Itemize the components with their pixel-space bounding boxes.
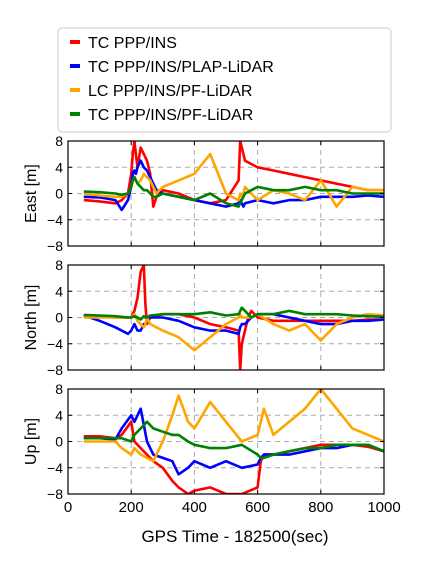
y-tick-label: 4: [55, 159, 63, 175]
x-tick-label: 400: [182, 499, 207, 516]
y-tick-label: 8: [55, 133, 63, 149]
subplots: 8 4 0 −4 −8 East [m] 8 4 0 −4 −8 North [m] 8 4 0 −4 −8 Up…: [23, 133, 401, 516]
x-tick-label: 600: [245, 499, 270, 516]
legend-entry: LC PPP/INS/PF-LiDAR: [88, 83, 252, 100]
subplot: 8 4 0 −4 −8 East [m]: [23, 133, 385, 254]
y-axis-label: Up [m]: [23, 418, 40, 465]
x-axis-label: GPS Time - 182500(sec): [141, 527, 328, 546]
series-line: [83, 407, 384, 476]
x-tick-label: 1000: [367, 499, 400, 516]
y-axis-label: East [m]: [23, 164, 40, 223]
legend-entry: TC PPP/INS: [88, 35, 177, 52]
y-tick-label: 8: [55, 257, 63, 273]
series-group: [83, 265, 384, 370]
y-tick-label: −4: [47, 460, 63, 476]
y-tick-label: −8: [47, 486, 63, 502]
x-tick-label: 200: [119, 499, 144, 516]
y-tick-label: −4: [47, 212, 63, 228]
legend-entry: TC PPP/INS/PF-LiDAR: [88, 107, 253, 124]
y-tick-label: −8: [47, 362, 63, 378]
series-group: [83, 389, 384, 494]
series-line: [83, 420, 384, 460]
legend-entry: TC PPP/INS/PLAP-LiDAR: [88, 59, 274, 76]
y-tick-label: 0: [55, 434, 63, 450]
y-tick-label: 0: [55, 310, 63, 326]
y-axis-label: North [m]: [23, 285, 40, 351]
y-tick-label: 8: [55, 381, 63, 397]
y-tick-label: 4: [55, 407, 63, 423]
series-group: [83, 141, 384, 212]
series-line: [83, 420, 384, 494]
legend: TC PPP/INS TC PPP/INS/PLAP-LiDAR LC PPP/IN…: [57, 27, 392, 133]
y-tick-label: −4: [47, 336, 63, 352]
subplot: 8 4 0 −4 −8 Up [m] 0 200 400 600 800 1000: [23, 381, 401, 516]
series-line: [83, 175, 384, 208]
subplot: 8 4 0 −4 −8 North [m]: [23, 257, 385, 378]
x-tick-label: 800: [308, 499, 333, 516]
y-tick-label: 0: [55, 186, 63, 202]
x-tick-label: 0: [64, 499, 72, 516]
series-line: [83, 306, 384, 321]
series-line: [83, 141, 384, 208]
series-line: [83, 389, 384, 463]
y-tick-label: 4: [55, 283, 63, 299]
y-tick-label: −8: [47, 238, 63, 254]
legend-frame: [57, 27, 392, 133]
